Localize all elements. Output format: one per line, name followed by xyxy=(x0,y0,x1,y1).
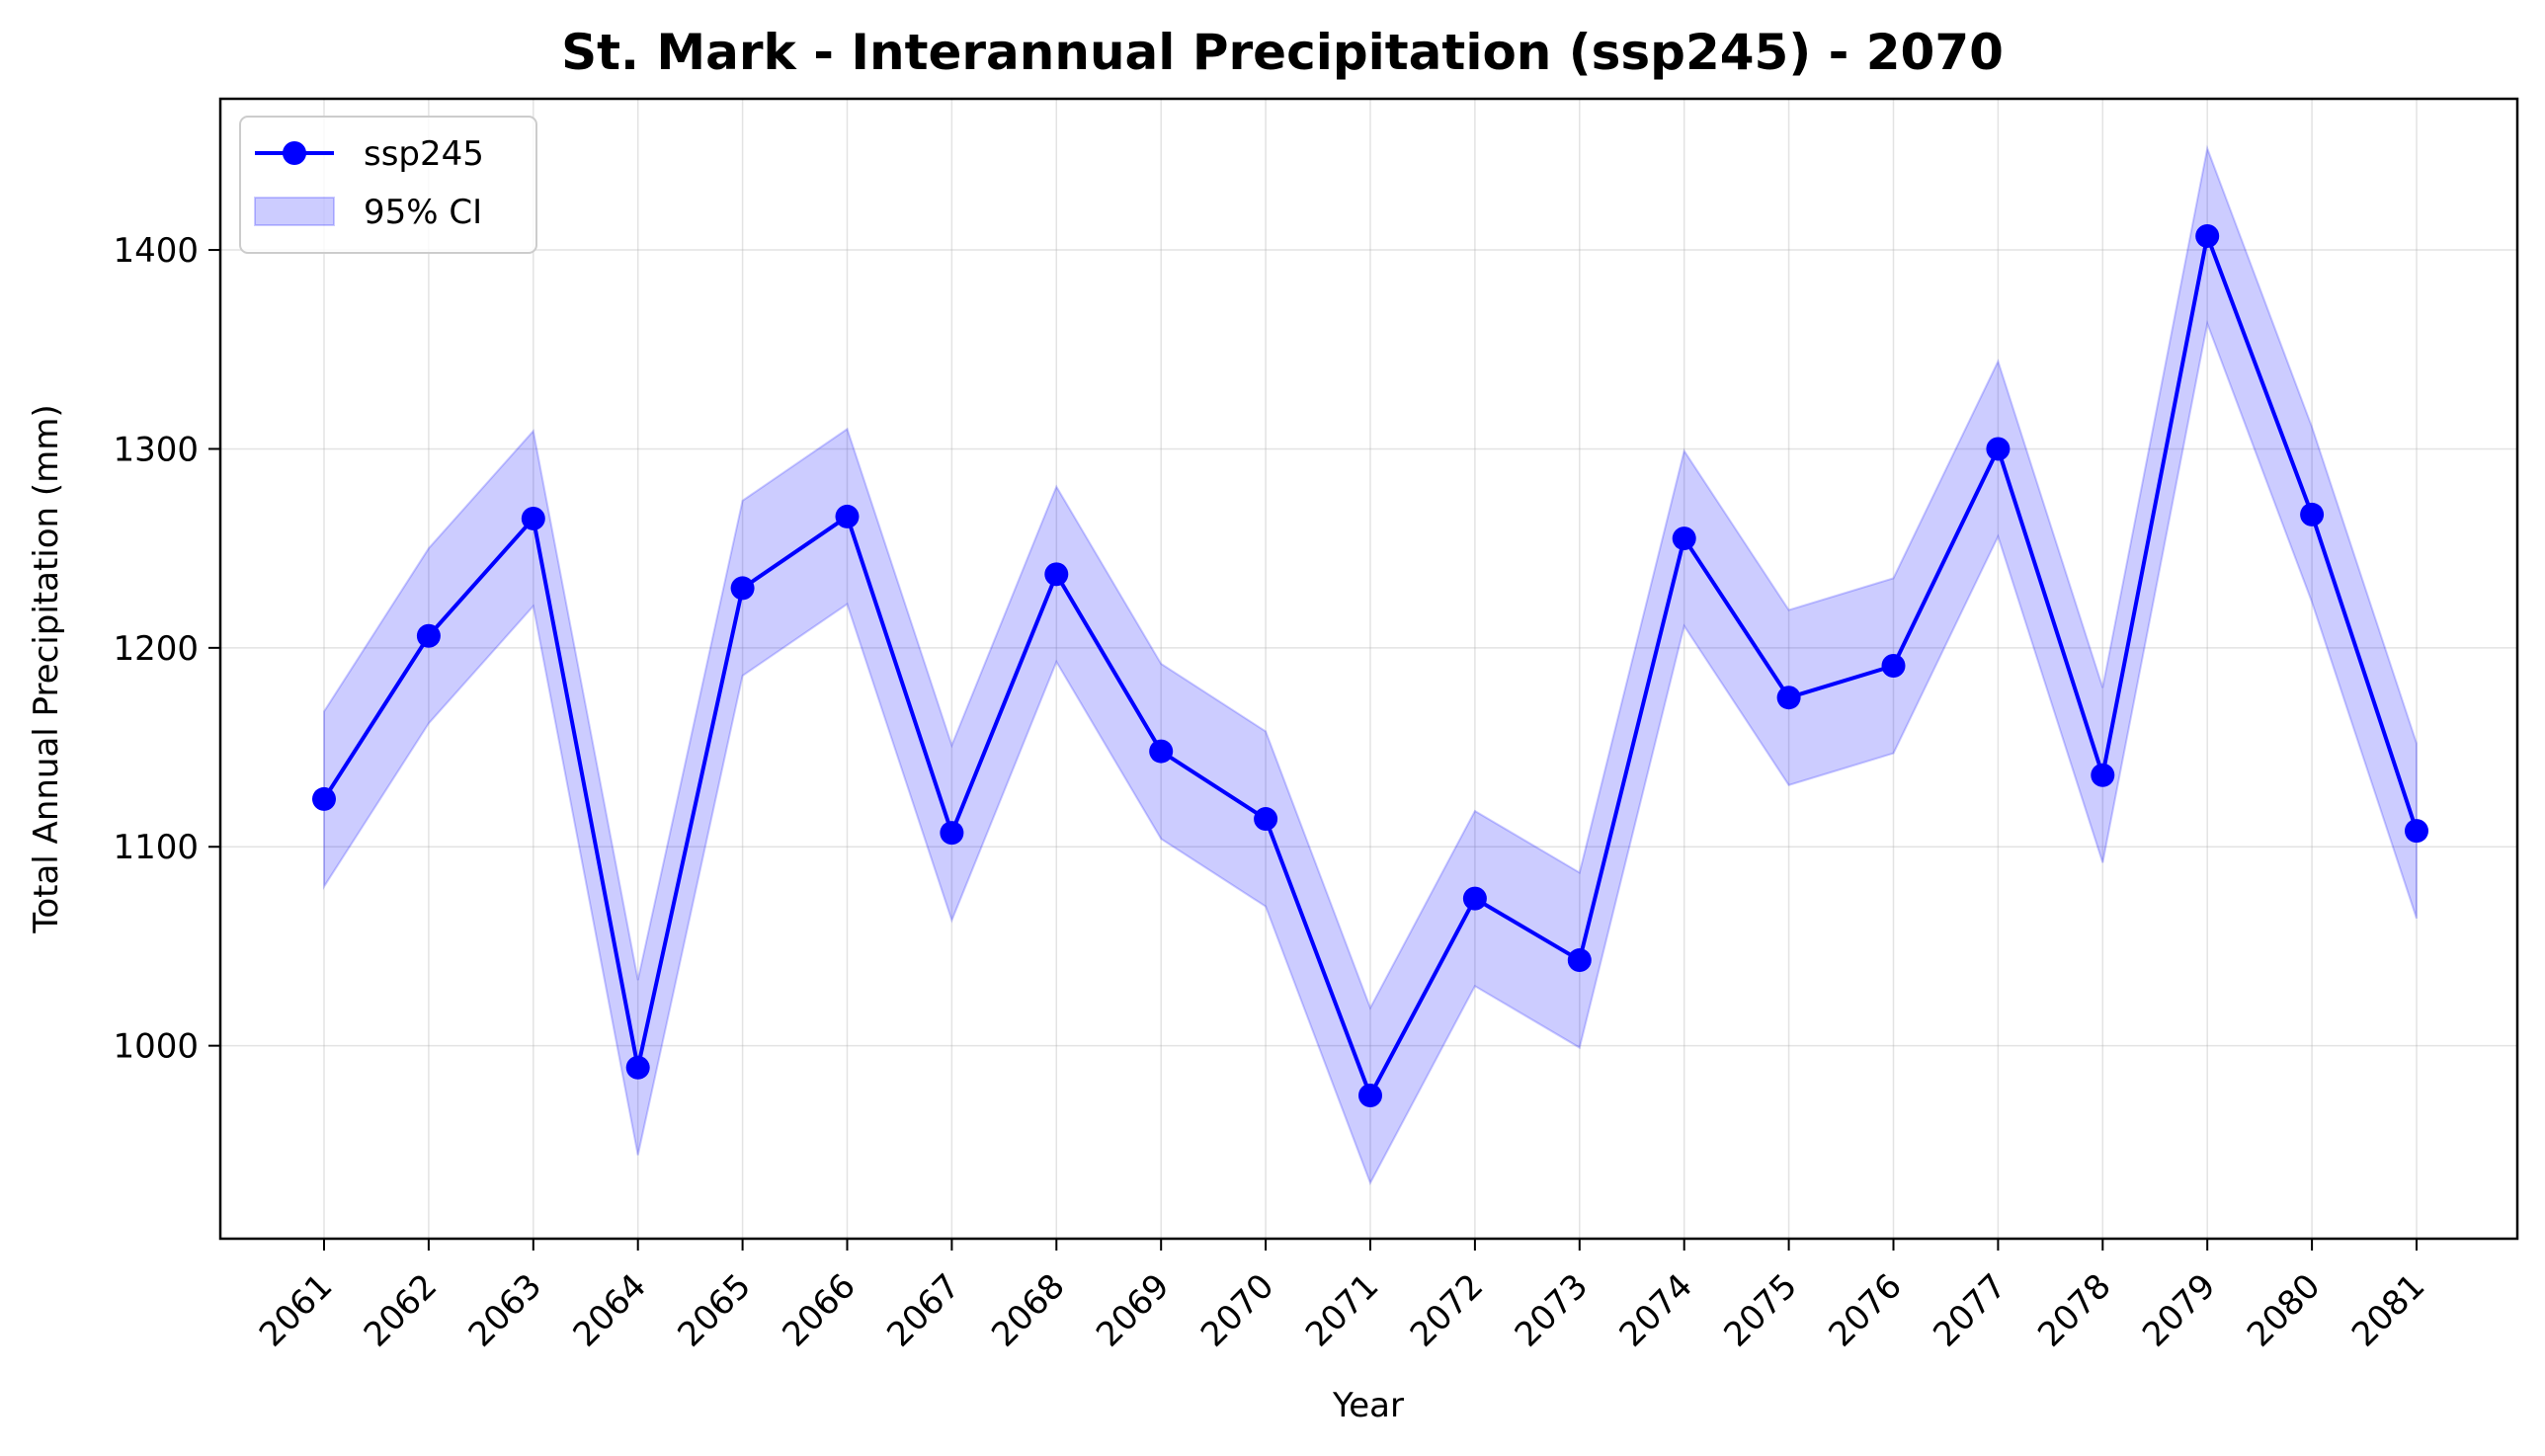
legend-box xyxy=(239,116,537,254)
x-tick-label: 2076 xyxy=(1821,1266,1909,1354)
y-tick-label: 1000 xyxy=(113,1027,199,1067)
data-point xyxy=(1254,807,1278,832)
series-line-segment xyxy=(2100,233,2210,777)
data-point xyxy=(2195,223,2220,248)
data-point xyxy=(2405,819,2428,844)
x-tick-label: 2071 xyxy=(1298,1266,1386,1354)
legend-label-series: ssp245 xyxy=(364,134,484,174)
series-line-segment xyxy=(1264,817,1372,1097)
series-line-segment xyxy=(1577,536,1686,963)
series-line-segment xyxy=(1054,572,1164,754)
series-line-segment xyxy=(949,572,1059,836)
series-line-segment xyxy=(322,633,431,801)
x-tick-label: 2074 xyxy=(1612,1266,1700,1354)
series-line-segment xyxy=(1682,536,1791,700)
y-tick-label: 1300 xyxy=(113,430,199,469)
series-line-segment xyxy=(635,586,745,1070)
data-point xyxy=(730,576,755,601)
series-line-segment xyxy=(1159,749,1269,822)
x-tick-label: 2064 xyxy=(566,1266,654,1354)
x-tick-label: 2079 xyxy=(2135,1266,2223,1354)
x-tick-label: 2062 xyxy=(357,1266,445,1354)
data-point xyxy=(416,623,441,648)
series-line-segment xyxy=(2205,233,2315,517)
x-tick-label: 2061 xyxy=(252,1266,340,1354)
x-tick-label: 2066 xyxy=(775,1266,862,1354)
y-tick-label: 1200 xyxy=(113,629,199,669)
x-tick-label: 2072 xyxy=(1403,1266,1491,1354)
marker-layer xyxy=(312,223,2428,1107)
x-tick-label: 2069 xyxy=(1089,1266,1177,1354)
series-line-segment xyxy=(1472,896,1582,963)
x-tick-label: 2073 xyxy=(1508,1266,1596,1354)
data-point xyxy=(2300,502,2325,526)
x-tick-label: 2063 xyxy=(461,1266,549,1354)
series-line-segment xyxy=(1786,663,1896,700)
series-line-segment xyxy=(1996,446,2105,777)
y-axis-ticks: 1000 1100 1200 1300 1400 xyxy=(113,231,220,1067)
data-point xyxy=(940,821,964,846)
data-point xyxy=(1149,739,1174,764)
data-point xyxy=(2091,763,2115,787)
x-tick-label: 2067 xyxy=(879,1266,967,1354)
data-point xyxy=(312,786,336,811)
y-tick-label: 1400 xyxy=(113,231,199,271)
chart-title: St. Mark - Interannual Precipitation (ss… xyxy=(561,24,2004,81)
series-line-segment xyxy=(1891,446,2001,668)
x-tick-label: 2070 xyxy=(1193,1266,1281,1354)
x-tick-label: 2077 xyxy=(1926,1266,2013,1354)
data-point xyxy=(835,504,860,528)
x-tick-label: 2075 xyxy=(1716,1266,1804,1354)
series-line-layer xyxy=(322,233,2419,1097)
ci-band xyxy=(323,144,2418,1186)
x-tick-label: 2078 xyxy=(2030,1266,2118,1354)
data-point xyxy=(625,1055,650,1080)
legend: ssp245 95% CI xyxy=(239,116,537,254)
x-tick-label: 2080 xyxy=(2240,1266,2328,1354)
series-line-segment xyxy=(740,514,850,591)
data-point xyxy=(521,506,545,530)
ci-band-layer xyxy=(323,144,2418,1186)
grid-lines xyxy=(220,99,2517,1239)
data-point xyxy=(1881,653,1906,678)
data-point xyxy=(1462,886,1487,911)
data-point xyxy=(1567,948,1592,973)
data-point xyxy=(1672,526,1696,551)
data-point xyxy=(1044,562,1069,587)
legend-marker-swatch xyxy=(283,141,306,165)
data-point xyxy=(1776,686,1801,710)
x-tick-label: 2081 xyxy=(2344,1266,2432,1354)
x-axis-label: Year xyxy=(1332,1386,1404,1425)
y-tick-label: 1100 xyxy=(113,828,199,867)
plot-area-frame xyxy=(218,97,2519,1241)
series-line-segment xyxy=(426,516,535,638)
x-tick-label: 2065 xyxy=(670,1266,758,1354)
legend-label-ci: 95% CI xyxy=(364,193,482,232)
data-point xyxy=(1986,437,2011,461)
legend-ci-swatch xyxy=(254,197,335,226)
y-axis-label: Total Annual Precipitation (mm) xyxy=(27,404,66,933)
series-line-segment xyxy=(1368,896,1477,1097)
data-point xyxy=(1358,1083,1382,1107)
series-line-segment xyxy=(845,514,954,836)
series-line-segment xyxy=(531,516,640,1070)
x-axis-ticks: 2061 2062 2063 2064 2065 2066 2067 2068 2069 2070… xyxy=(252,1239,2432,1355)
x-tick-label: 2068 xyxy=(984,1266,1072,1354)
series-line-segment xyxy=(2310,512,2419,834)
